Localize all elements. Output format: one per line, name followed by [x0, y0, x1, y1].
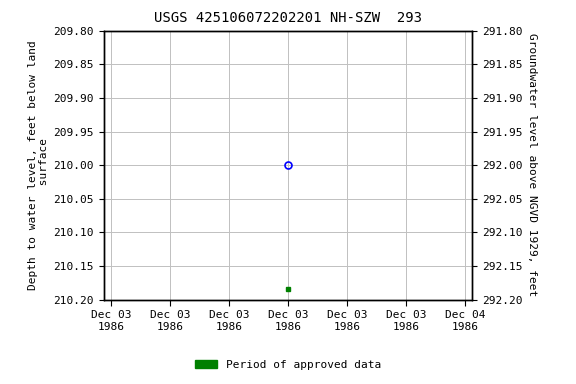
- Legend: Period of approved data: Period of approved data: [191, 356, 385, 375]
- Y-axis label: Groundwater level above NGVD 1929, feet: Groundwater level above NGVD 1929, feet: [526, 33, 537, 297]
- Y-axis label: Depth to water level, feet below land
 surface: Depth to water level, feet below land su…: [28, 40, 50, 290]
- Title: USGS 425106072202201 NH-SZW  293: USGS 425106072202201 NH-SZW 293: [154, 12, 422, 25]
